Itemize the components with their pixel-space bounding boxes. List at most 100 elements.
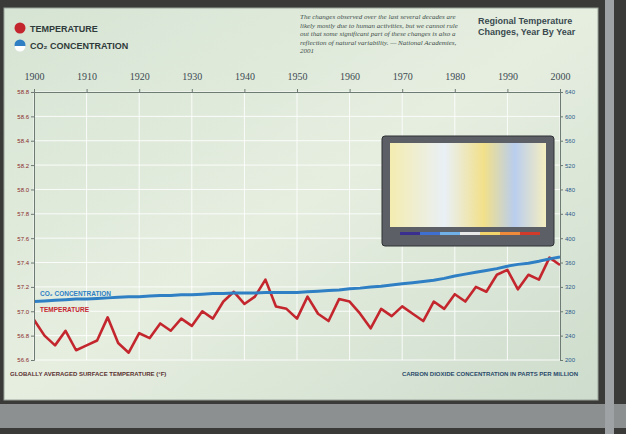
x-tick-mark	[34, 89, 35, 92]
y-tick-mark	[31, 311, 34, 312]
x-tick-label: 1910	[77, 71, 97, 82]
x-tick-mark	[87, 89, 88, 92]
y2-tick: 560	[560, 138, 576, 144]
x-grid-line	[191, 92, 192, 360]
y-tick-label: 58.4	[17, 138, 29, 144]
y-tick: 56.8	[17, 333, 34, 339]
y2-tick-mark	[560, 336, 563, 337]
y2-axis: 200240280320360400440480520560600640	[560, 89, 576, 363]
monitor-color-bar	[480, 232, 500, 235]
text-line: Regional Temperature	[478, 16, 572, 26]
x-tick: 1990	[498, 71, 518, 92]
y-axis: 56.6 56.8 57.0 57.2 57.4 57.6 57.8 58.0 58.2 58.4…	[17, 89, 34, 363]
y2-tick-mark	[560, 165, 563, 166]
y-tick-label: 57.6	[17, 236, 29, 242]
y-tick: 57.8	[17, 211, 34, 217]
monitor-color-bar	[440, 232, 460, 235]
background	[0, 0, 626, 434]
y2-tick: 360	[560, 260, 576, 266]
monitor-color-bar	[400, 232, 420, 235]
y2-tick-label: 400	[565, 236, 576, 242]
y2-axis-title: CARBON DIOXIDE CONCENTRATION IN PARTS PE…	[402, 371, 578, 377]
y2-tick: 320	[560, 284, 576, 290]
legend-swatch-half	[15, 46, 26, 52]
y-tick-label: 56.8	[17, 333, 29, 339]
y-axis-line	[31, 93, 35, 361]
co2-line-label: CO₂ CONCENTRATION	[40, 290, 111, 297]
x-tick: 1960	[340, 71, 360, 92]
y-tick-mark	[31, 189, 34, 190]
y2-tick-label: 200	[565, 357, 576, 363]
plot-marks	[34, 257, 560, 353]
x-tick: 1910	[77, 71, 97, 92]
y2-tick-mark	[560, 214, 563, 215]
y-tick: 58.4	[17, 138, 34, 144]
y-tick-label: 58.6	[17, 114, 29, 120]
legend: TEMPERATURE CO₂ CONCENTRATION	[15, 23, 129, 52]
monitor-color-bar	[520, 232, 540, 235]
y2-tick: 600	[560, 114, 576, 120]
y-tick: 58.2	[17, 163, 34, 169]
y-tick-label: 56.6	[17, 357, 29, 363]
y-tick-mark	[31, 336, 34, 337]
legend-label: CO₂ CONCENTRATION	[30, 41, 128, 51]
y-tick-label: 58.8	[17, 89, 29, 95]
y2-tick-label: 320	[565, 284, 576, 290]
text-line: out that some significant part of these …	[300, 30, 456, 38]
y2-tick: 280	[560, 309, 576, 315]
y2-tick-label: 280	[565, 309, 576, 315]
y-tick-label: 58.2	[17, 163, 29, 169]
x-tick-mark	[402, 89, 403, 92]
y2-tick: 200	[560, 357, 576, 363]
y2-tick-label: 640	[565, 89, 576, 95]
x-grid-line	[349, 92, 350, 360]
y-tick: 57.4	[17, 260, 34, 266]
x-tick-mark	[507, 89, 508, 92]
x-tick-label: 1980	[445, 71, 465, 82]
x-tick: 1920	[130, 71, 150, 92]
x-tick-label: 1970	[393, 71, 413, 82]
y-tick: 57.0	[17, 309, 34, 315]
y-tick: 57.2	[17, 284, 34, 290]
monitor-screen	[390, 143, 546, 227]
x-tick-mark	[139, 89, 140, 92]
y2-tick-label: 520	[565, 163, 576, 169]
x-tick: 1940	[235, 71, 255, 92]
y-tick: 58.0	[17, 187, 34, 193]
y2-tick: 400	[560, 236, 576, 242]
y2-tick-label: 240	[565, 333, 576, 339]
support-pole	[605, 0, 614, 434]
y2-tick-mark	[560, 189, 563, 190]
temperature-line	[34, 258, 560, 353]
text-line: Changes, Year By Year	[478, 27, 576, 37]
legend-label: TEMPERATURE	[30, 24, 98, 34]
x-axis: 1900191019201930194019501960197019801990…	[25, 71, 571, 93]
x-tick-label: 1900	[25, 71, 45, 82]
x-tick-mark	[350, 89, 351, 92]
x-grid-line	[139, 92, 140, 360]
y2-tick: 240	[560, 333, 576, 339]
x-tick: 1950	[288, 71, 308, 92]
y2-tick: 480	[560, 187, 576, 193]
y2-tick-mark	[560, 92, 563, 93]
y-tick-mark	[31, 263, 34, 264]
x-tick: 1980	[445, 71, 465, 92]
x-grid-line	[244, 92, 245, 360]
x-tick: 1970	[393, 71, 413, 92]
y2-axis-line	[561, 93, 564, 361]
y2-tick-mark	[560, 287, 563, 288]
x-tick-label: 1990	[498, 71, 518, 82]
co2-line	[34, 257, 560, 301]
grid	[34, 92, 560, 360]
x-grid-line	[86, 92, 87, 360]
y2-tick: 640	[560, 89, 576, 95]
y-tick-label: 57.2	[17, 284, 29, 290]
x-tick-mark	[244, 89, 245, 92]
text-line: 2001	[300, 47, 314, 55]
monitor-color-bar	[420, 232, 440, 235]
x-tick-mark	[192, 89, 193, 92]
y2-tick-mark	[560, 263, 563, 264]
y-tick-mark	[31, 214, 34, 215]
y2-tick-label: 360	[565, 260, 576, 266]
y-tick-label: 57.4	[17, 260, 29, 266]
